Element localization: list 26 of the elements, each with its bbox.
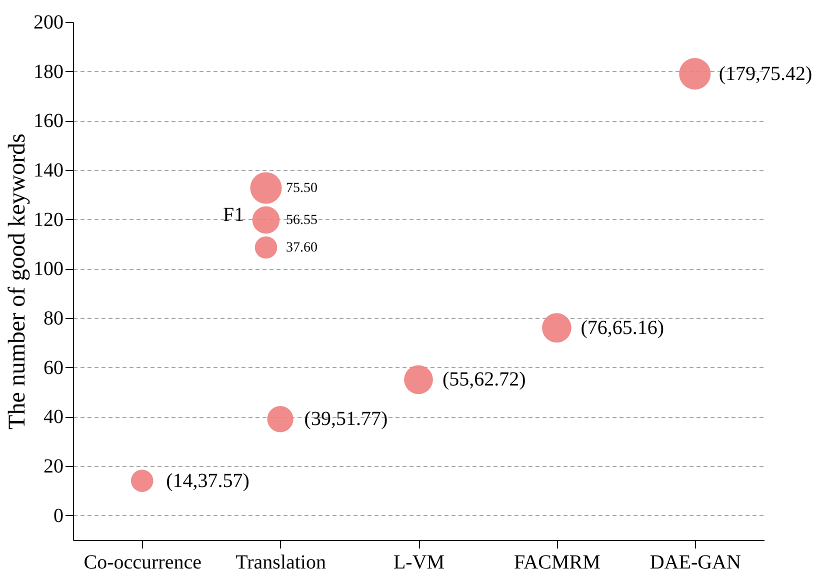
y-tick-label: 140	[34, 160, 64, 182]
y-tick-label: 160	[34, 110, 64, 132]
x-tick-label: Co-occurrence	[84, 552, 202, 574]
x-tick-label: FACMRM	[514, 552, 601, 574]
legend-label: 37.60	[286, 240, 318, 256]
data-label: (39,51.77)	[304, 408, 388, 430]
y-tick-label: 200	[34, 12, 64, 34]
legend-label: 56.55	[286, 213, 318, 228]
legend-title: F1	[223, 204, 244, 226]
y-tick-label: 120	[34, 208, 64, 231]
y-tick-label: 40	[44, 406, 64, 428]
x-tick-label: Translation	[236, 552, 326, 574]
legend-label: 75.50	[286, 181, 318, 196]
y-axis-title: The number of good keywords	[4, 134, 30, 430]
x-tick-label: DAE-GAN	[650, 552, 741, 574]
y-tick-label: 180	[34, 60, 64, 83]
data-label: (179,75.42)	[718, 62, 812, 85]
y-tick-label: 20	[44, 456, 64, 478]
y-tick-label: 0	[54, 504, 64, 527]
y-tick-label: 100	[34, 258, 64, 280]
y-tick-label: 80	[44, 308, 64, 330]
y-tick-label: 60	[44, 356, 64, 379]
data-label: (55,62.72)	[442, 368, 526, 391]
data-label: (14,37.57)	[166, 470, 250, 492]
data-label: (76,65.16)	[580, 316, 664, 339]
x-tick-label: L-VM	[393, 552, 445, 574]
